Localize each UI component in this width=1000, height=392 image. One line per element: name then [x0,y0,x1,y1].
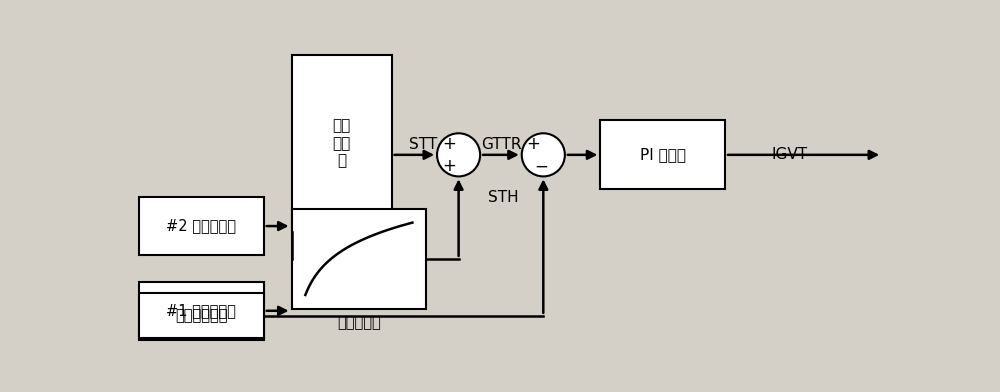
Bar [139,294,264,338]
Text: 燃机排气温度: 燃机排气温度 [175,308,228,323]
Text: 阀值插值表: 阀值插值表 [337,315,381,330]
Text: STH: STH [488,190,518,205]
Bar [292,209,426,309]
Bar [139,282,264,339]
Text: +: + [442,135,456,153]
Text: 高值
选择
器: 高值 选择 器 [332,118,351,168]
Circle shape [522,133,565,176]
Text: GTTR: GTTR [481,136,521,152]
Text: STT: STT [409,136,437,152]
Bar [139,197,264,255]
Text: IGVT: IGVT [771,147,807,162]
Circle shape [437,133,480,176]
Text: +: + [527,135,541,153]
Bar [292,55,392,232]
Text: +: + [442,157,456,174]
Text: #2 温度传感器: #2 温度传感器 [166,219,236,234]
Bar [600,120,725,189]
Text: #1 温度传感器: #1 温度传感器 [166,303,236,318]
Text: PI 控制器: PI 控制器 [640,147,686,162]
Text: −: − [534,158,548,176]
